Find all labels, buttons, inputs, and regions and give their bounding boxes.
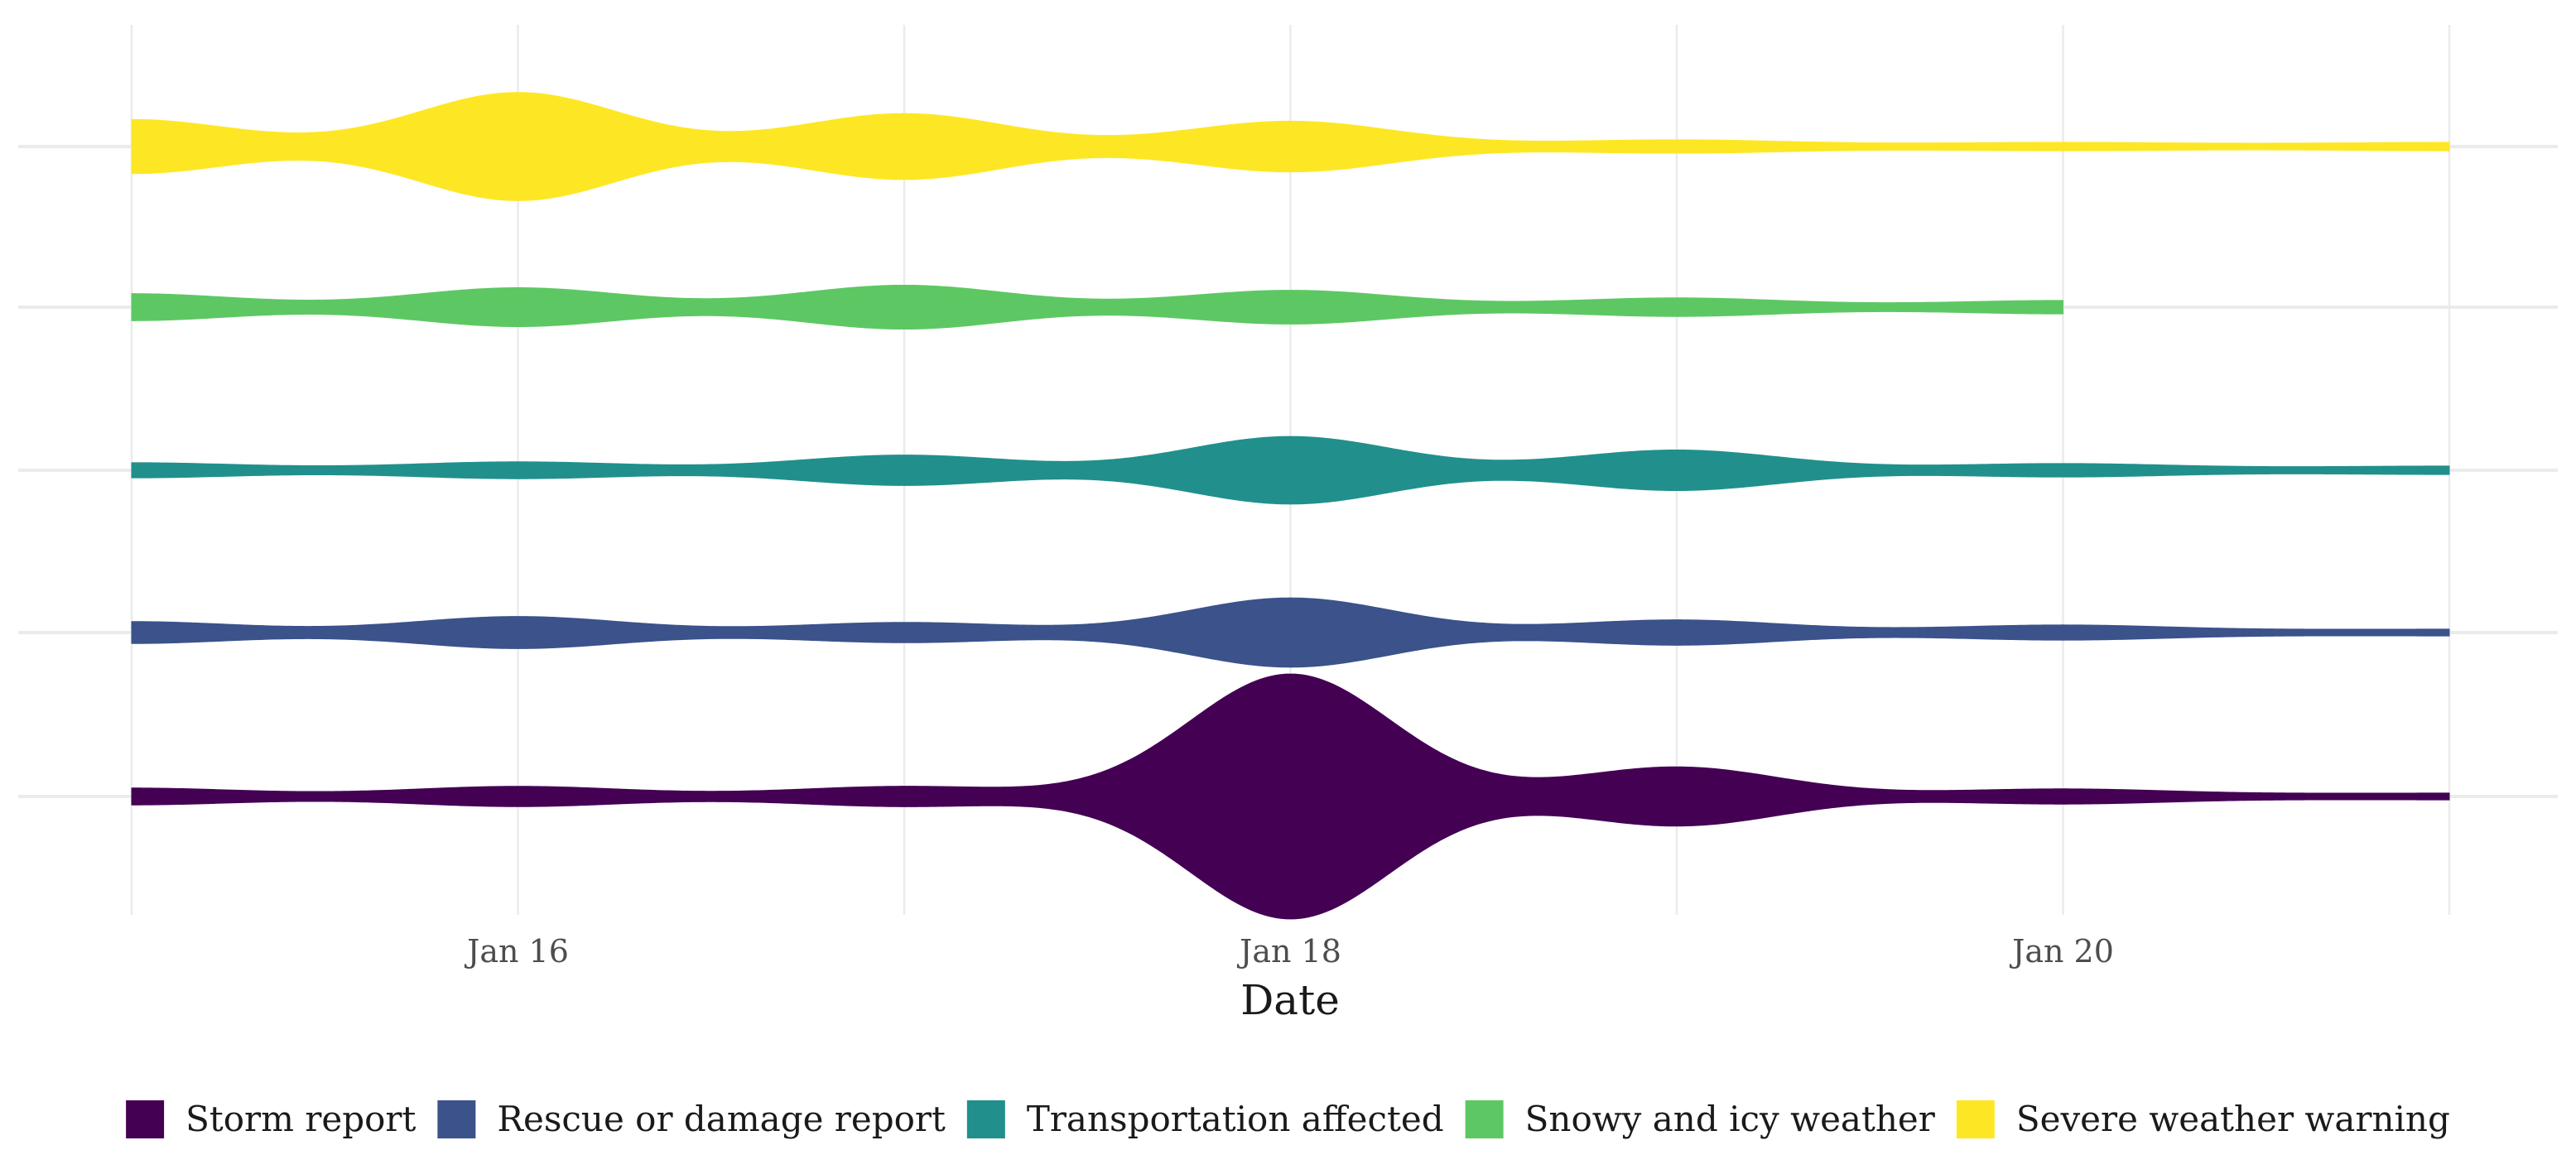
legend-item: Storm report	[126, 1099, 416, 1139]
series-snowy-and-icy-weather-ridge	[131, 284, 2063, 330]
legend-item: Snowy and icy weather	[1465, 1099, 1936, 1139]
series-rescue-or-damage-report-ridge	[131, 597, 2450, 668]
series-storm-report-ridge	[131, 673, 2450, 920]
x-axis-title: Date	[1240, 976, 1340, 1024]
legend-swatch	[966, 1100, 1005, 1138]
legend-item: Transportation affected	[966, 1099, 1444, 1139]
series-layer	[131, 92, 2450, 920]
legend-label: Rescue or damage report	[497, 1099, 946, 1139]
legend-swatch	[437, 1100, 476, 1138]
legend: Storm report Rescue or damage report Trans…	[126, 1099, 2450, 1139]
legend-item: Severe weather warning	[1956, 1099, 2450, 1139]
legend-label: Severe weather warning	[2016, 1099, 2450, 1139]
legend-swatch	[126, 1100, 165, 1138]
x-tick-label: Jan 18	[1236, 933, 1341, 970]
x-tick-label: Jan 20	[2009, 933, 2114, 970]
series-severe-weather-warning-ridge	[131, 92, 2450, 201]
x-tick-label: Jan 16	[464, 933, 569, 970]
legend-label: Snowy and icy weather	[1525, 1099, 1936, 1139]
legend-swatch	[1465, 1100, 1504, 1138]
series-transportation-affected-ridge	[131, 435, 2450, 505]
legend-label: Transportation affected	[1027, 1099, 1444, 1139]
legend-item: Rescue or damage report	[437, 1099, 946, 1139]
legend-swatch	[1956, 1100, 1995, 1138]
x-axis-ticks: Jan 16 Jan 18 Jan 20	[464, 933, 2114, 970]
legend-label: Storm report	[185, 1099, 416, 1139]
